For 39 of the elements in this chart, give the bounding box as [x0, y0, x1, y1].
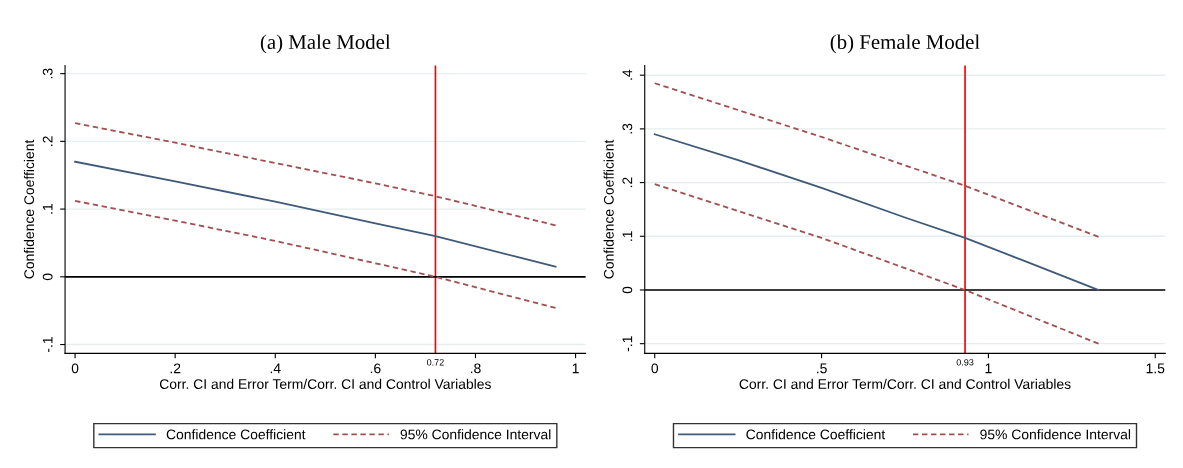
- ref-line-label: 0.93: [956, 359, 974, 366]
- line-series: [653, 82, 1100, 238]
- y-tick-label: 0: [42, 273, 53, 281]
- line-series: [653, 133, 1100, 291]
- legend-label: Confidence Coefficient: [746, 429, 886, 440]
- chart-title: (a) Male Model: [260, 34, 391, 54]
- y-tick-label: .3: [42, 68, 53, 79]
- legend-label: Confidence Coefficient: [166, 429, 306, 440]
- x-tick-label: .2: [170, 363, 181, 374]
- y-axis-title: Confidence Coefficient: [23, 139, 35, 279]
- x-tick-label: .5: [817, 363, 827, 374]
- y-tick-label: 0: [622, 286, 633, 294]
- y-axis-title: Confidence Coefficient: [603, 139, 614, 279]
- x-tick-label: 1: [985, 363, 992, 374]
- x-tick-label: 0: [651, 363, 659, 374]
- line-series: [653, 183, 1100, 345]
- x-tick-label: .4: [270, 363, 281, 374]
- line-series: [74, 200, 557, 309]
- line-series: [74, 122, 557, 227]
- y-tick-label: -.1: [622, 336, 633, 352]
- y-tick-label: .1: [622, 231, 633, 241]
- x-tick-label: 1: [572, 363, 579, 374]
- x-tick-label: 0: [71, 363, 79, 374]
- x-axis-title: Corr. CI and Error Term/Corr. CI and Control Variables: [159, 378, 491, 389]
- x-tick-label: .8: [470, 363, 481, 374]
- legend-label: 95% Confidence Interval: [400, 429, 551, 440]
- legend-label: 95% Confidence Interval: [980, 429, 1131, 440]
- y-tick-label: .1: [42, 203, 53, 214]
- y-tick-label: .2: [622, 177, 633, 188]
- line-series: [74, 160, 557, 268]
- ref-line-label: 0.72: [427, 359, 444, 366]
- y-tick-label: .3: [622, 123, 633, 134]
- y-tick-label: .4: [622, 69, 633, 80]
- x-axis-title: Corr. CI and Error Term/Corr. CI and Control Variables: [739, 378, 1071, 389]
- x-tick-label: 1.5: [1146, 363, 1165, 374]
- y-tick-label: .2: [42, 136, 53, 146]
- chart-title: (b) Female Model: [830, 34, 980, 54]
- y-tick-label: -.1: [42, 337, 53, 353]
- x-tick-label: .6: [370, 363, 381, 374]
